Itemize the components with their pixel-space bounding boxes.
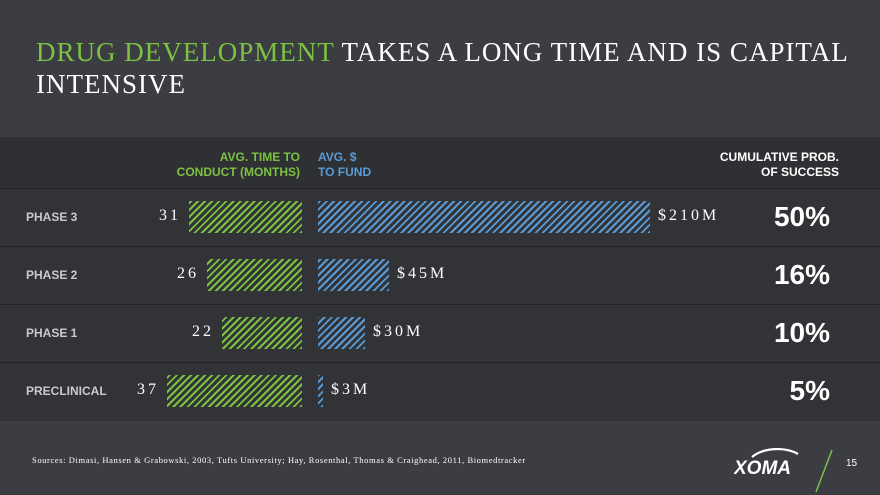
sources-note: Sources: Dimasi, Hansen & Grabowski, 200…: [32, 455, 526, 465]
fund-bar: [318, 259, 389, 291]
slide-title: DRUG DEVELOPMENT TAKES A LONG TIME AND I…: [36, 36, 856, 100]
phase-label: PHASE 2: [26, 268, 78, 282]
slash-divider-icon: [815, 449, 833, 493]
time-bar: [222, 317, 302, 349]
page-number: 15: [846, 458, 858, 469]
time-bar: [189, 201, 302, 233]
title-accent: DRUG DEVELOPMENT: [36, 37, 335, 67]
header-time-line1: AVG. TIME TO: [219, 150, 300, 164]
fund-value-label: $3M: [331, 381, 371, 398]
header-probability: CUMULATIVE PROB. OF SUCCESS: [700, 150, 839, 180]
phase-label: PRECLINICAL: [26, 384, 107, 398]
header-fund-line2: TO FUND: [318, 165, 372, 179]
header-time: AVG. TIME TO CONDUCT (MONTHS): [130, 150, 300, 180]
logo-text: XOMA: [734, 458, 791, 478]
probability-value: 50%: [773, 201, 830, 232]
xoma-logo: XOMA: [734, 448, 799, 478]
phase-label: PHASE 1: [26, 326, 78, 340]
row-background: [0, 246, 880, 305]
row-background: [0, 304, 880, 363]
header-fund: AVG. $ TO FUND: [318, 150, 438, 180]
time-value-label: 37: [137, 381, 159, 398]
fund-bar: [318, 317, 365, 349]
fund-bar: [318, 201, 650, 233]
header-fund-line1: AVG. $: [318, 150, 357, 164]
header-time-line2: CONDUCT (MONTHS): [176, 165, 300, 179]
fund-value-label: $30M: [373, 323, 424, 340]
time-bar: [167, 375, 302, 407]
time-value-label: 22: [192, 323, 214, 340]
fund-value-label: $45M: [397, 265, 448, 282]
header-prob-line1: CUMULATIVE PROB.: [719, 150, 839, 164]
probability-value: 5%: [789, 375, 830, 406]
phase-label: PHASE 3: [26, 210, 78, 224]
time-value-label: 31: [159, 207, 181, 224]
header-prob-line2: OF SUCCESS: [760, 165, 839, 179]
probability-value: 16%: [773, 259, 830, 290]
logo-swoosh: [751, 448, 799, 458]
probability-value: 10%: [773, 317, 830, 348]
fund-bar: [318, 375, 323, 407]
fund-value-label: $210M: [658, 207, 720, 224]
time-bar: [207, 259, 302, 291]
time-value-label: 26: [177, 265, 199, 282]
title-rest: TAKES A LONG TIME AND IS CAPITAL INTENSI…: [36, 37, 848, 99]
row-background: [0, 362, 880, 421]
